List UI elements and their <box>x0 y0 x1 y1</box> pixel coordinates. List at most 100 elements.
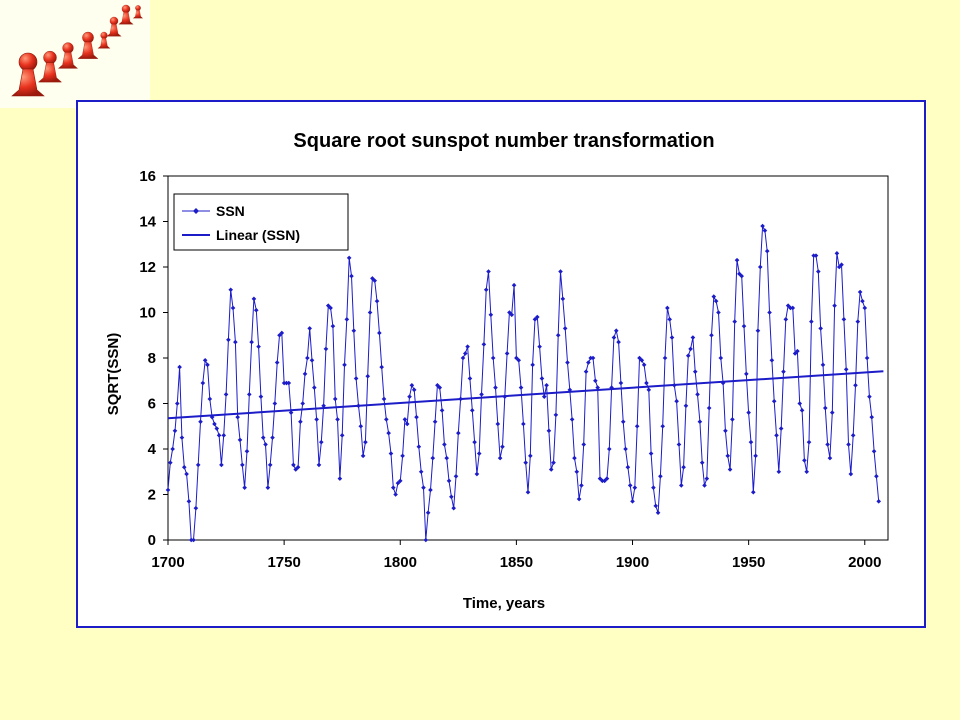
ssn-data-point <box>360 453 366 459</box>
ssn-data-point <box>764 248 770 254</box>
legend-ssn-marker <box>193 208 199 214</box>
ssn-data-point <box>604 476 610 481</box>
ssn-data-point <box>534 314 540 320</box>
ssn-data-point <box>293 467 299 472</box>
ssn-data-point <box>518 385 524 390</box>
ssn-data-point <box>685 353 691 359</box>
ssn-data-point <box>565 360 570 365</box>
ssn-data-point <box>776 469 782 475</box>
ssn-data-point <box>267 462 273 468</box>
x-tick-label: 1750 <box>267 554 300 571</box>
ssn-data-point <box>848 471 854 477</box>
ssn-data-point <box>781 369 786 374</box>
ssn-data-point <box>181 464 187 470</box>
x-tick-label: 2000 <box>848 554 881 571</box>
ssn-data-point <box>453 474 459 479</box>
y-tick-label: 16 <box>139 168 156 185</box>
x-tick-label: 1900 <box>616 554 649 571</box>
ssn-data-point <box>811 253 816 258</box>
ssn-data-point <box>402 417 408 422</box>
ssn-data-point <box>437 385 443 390</box>
ssn-data-point <box>442 442 447 447</box>
ssn-data-point <box>202 357 208 363</box>
ssn-data-point <box>702 483 707 488</box>
ssn-data-point <box>750 489 756 495</box>
ssn-data-point <box>593 378 598 384</box>
ssn-data-point <box>551 460 556 465</box>
ssn-data-point <box>709 332 714 338</box>
ssn-data-point <box>219 462 224 468</box>
ssn-data-point <box>300 401 306 406</box>
ssn-data-point <box>165 487 171 493</box>
ssn-data-point <box>288 410 294 415</box>
ssn-data-point <box>481 342 487 347</box>
ssn-data-point <box>216 433 222 438</box>
ssn-data-point <box>767 310 772 315</box>
ssn-data-point <box>407 394 412 399</box>
ssn-data-point <box>432 419 438 424</box>
ssn-data-point <box>623 446 628 452</box>
ssn-data-point <box>690 335 696 340</box>
y-tick-label: 8 <box>148 350 156 367</box>
ssn-data-point <box>606 446 612 452</box>
ssn-data-point <box>193 505 199 511</box>
ssn-data-point <box>486 269 491 274</box>
ssn-data-point <box>221 433 227 438</box>
ssn-data-point <box>560 296 566 302</box>
ssn-data-point <box>249 339 254 345</box>
ssn-data-point <box>816 269 821 274</box>
ssn-data-point <box>449 494 454 500</box>
ssn-data-point <box>806 439 812 445</box>
ssn-data-point <box>458 396 463 402</box>
ssn-data-point <box>646 387 652 393</box>
ssn-data-point <box>223 392 229 397</box>
ssn-data-point <box>414 414 419 420</box>
ssn-data-point <box>855 319 861 324</box>
ssn-data-point <box>265 485 271 490</box>
ssn-data-point <box>444 455 450 461</box>
ssn-data-point <box>430 455 436 461</box>
ssn-data-point <box>739 273 744 279</box>
ssn-data-point <box>344 317 350 322</box>
ssn-data-point <box>511 282 517 288</box>
y-axis: 0 2 4 6 8 10 12 14 16 <box>139 168 168 549</box>
ssn-data-point <box>307 326 312 331</box>
ssn-data-point <box>660 423 666 429</box>
ssn-data-point <box>841 317 847 322</box>
ssn-data-point <box>637 355 642 361</box>
ssn-data-point <box>212 421 217 427</box>
ssn-data-point <box>384 417 389 422</box>
ssn-data-point <box>876 499 882 504</box>
ssn-data-point <box>274 360 280 365</box>
ssn-data-point <box>270 435 275 440</box>
ssn-data-point <box>785 303 791 308</box>
ssn-data-point <box>367 310 373 315</box>
ssn-data-point <box>625 464 631 470</box>
ssn-data-point <box>860 298 865 304</box>
ssn-data-point <box>539 376 545 381</box>
ssn-data-point <box>446 478 452 484</box>
ssn-data-point <box>746 410 751 415</box>
ssn-data-point <box>813 253 819 258</box>
ssn-data-point <box>799 408 805 413</box>
ssn-data-point <box>727 467 733 472</box>
ssn-data-point <box>358 423 364 429</box>
ssn-data-point <box>328 305 333 311</box>
ssn-data-point <box>678 483 684 488</box>
ssn-data-point <box>530 362 535 368</box>
y-tick-label: 12 <box>139 259 156 276</box>
chart-legend: SSN Linear (SSN) <box>173 193 349 251</box>
ssn-data-point <box>732 319 738 324</box>
ssn-data-point <box>795 348 800 354</box>
chart-title: Square root sunspot number transformatio… <box>293 130 714 152</box>
ssn-data-point <box>502 394 508 399</box>
ssn-data-point <box>706 405 712 411</box>
ssn-data-point <box>523 460 528 465</box>
ssn-data-point <box>632 485 638 490</box>
y-tick-label: 0 <box>148 532 156 549</box>
ssn-data-point <box>669 335 675 340</box>
ssn-data-point <box>586 360 591 365</box>
ssn-data-point <box>818 326 823 331</box>
ssn-data-point <box>688 346 693 352</box>
ssn-data-point <box>553 412 559 418</box>
